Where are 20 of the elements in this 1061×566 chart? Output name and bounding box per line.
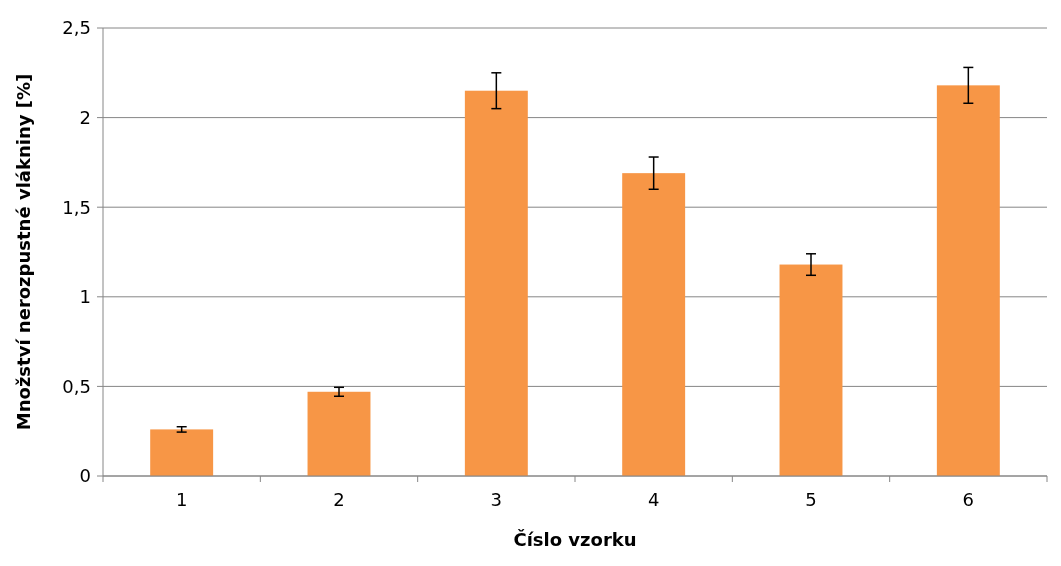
x-axis-title: Číslo vzorku	[513, 529, 637, 550]
x-tick-label: 4	[647, 489, 660, 510]
x-tick-label: 2	[333, 489, 345, 510]
x-tick-label: 3	[490, 489, 503, 510]
y-axis-title: Množství nerozpustné vlákniny [%]	[13, 73, 34, 431]
y-tick-label: 1,5	[62, 196, 91, 218]
bar	[150, 429, 214, 476]
y-tick-label: 2,5	[62, 17, 91, 39]
x-tick-label: 6	[962, 489, 975, 510]
y-tick-label: 1	[79, 286, 91, 308]
y-tick-label: 2	[79, 106, 91, 128]
bar	[936, 85, 1000, 476]
x-tick-label: 5	[805, 489, 817, 510]
bar	[307, 391, 371, 476]
bar	[464, 90, 528, 476]
bar	[622, 173, 686, 476]
x-tick-label: 1	[175, 489, 188, 510]
y-tick-label: 0,5	[62, 375, 91, 397]
y-tick-label: 0	[79, 465, 91, 487]
bar	[779, 264, 843, 476]
